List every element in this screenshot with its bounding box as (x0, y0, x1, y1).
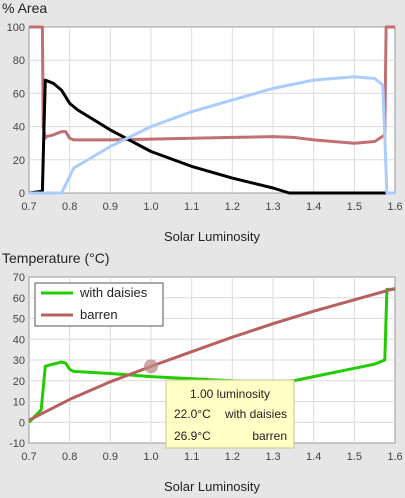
series-line-0 (29, 25, 395, 145)
x-tick-label: 0.7 (21, 451, 36, 463)
y-tick-label: 100 (7, 22, 25, 34)
temperature-x-axis-title: Solar Luminosity (164, 479, 261, 494)
y-tick-label: 10 (13, 397, 25, 409)
legend-label-barren: barren (80, 307, 118, 322)
x-tick-label: 1.4 (306, 201, 321, 213)
y-tick-label: 60 (13, 88, 25, 100)
tooltip-box (165, 379, 295, 449)
y-tick-label: 20 (13, 376, 25, 388)
y-tick-label: 30 (13, 355, 25, 367)
area-chart-title: % Area (2, 0, 47, 16)
y-tick-label: 80 (13, 55, 25, 67)
tooltip-label-with-daisies: with daisies (224, 407, 287, 421)
x-tick-label: 1.1 (184, 451, 199, 463)
tooltip-value-with-daisies: 22.0°C (174, 407, 211, 421)
tooltip-header: 1.00 luminosity (190, 387, 270, 401)
x-tick-label: 1.3 (265, 451, 280, 463)
legend-box (34, 282, 164, 327)
x-tick-label: 1.1 (184, 201, 199, 213)
area-grid (29, 27, 395, 193)
temperature-legend: with daisies barren (34, 282, 164, 327)
y-tick-label: 20 (13, 155, 25, 167)
y-tick-label: 60 (13, 293, 25, 305)
hover-marker[interactable] (144, 359, 158, 374)
x-tick-label: 0.9 (103, 201, 118, 213)
x-tick-label: 1.2 (225, 201, 240, 213)
y-tick-label: 70 (13, 272, 25, 284)
series-line-1 (28, 78, 395, 195)
series-line-2 (29, 75, 395, 195)
series-line-with-daisies (27, 287, 395, 424)
area-series-lines (28, 25, 395, 195)
x-tick-label: 1.2 (225, 451, 240, 463)
y-tick-label: 0 (19, 417, 25, 429)
y-tick-label: -10 (9, 438, 25, 450)
x-tick-label: 0.8 (62, 201, 77, 213)
y-tick-label: 40 (13, 334, 25, 346)
series-line-barren (28, 286, 396, 422)
y-tick-label: 50 (13, 314, 25, 326)
x-tick-label: 0.8 (62, 451, 77, 463)
x-tick-label: 1.4 (306, 451, 321, 463)
tooltip-label-barren: barren (252, 429, 287, 443)
tooltip: 1.00 luminosity 22.0°C with daisies 26.9… (165, 379, 295, 449)
temperature-series-lines (27, 286, 396, 424)
x-tick-label: 1.5 (347, 451, 362, 463)
x-tick-label: 1.6 (387, 451, 402, 463)
temperature-y-ticks: -10 0 10 20 30 40 50 60 70 (9, 272, 25, 450)
legend-label-with-daisies: with daisies (79, 285, 148, 300)
area-x-ticks: 0.7 0.8 0.9 1.0 1.1 1.2 1.3 1.4 1.5 1.6 (21, 201, 402, 213)
x-tick-label: 0.7 (21, 201, 36, 213)
x-tick-label: 1.3 (265, 201, 280, 213)
area-x-axis-title: Solar Luminosity (164, 229, 261, 244)
area-chart-panel: % Area 0 20 40 60 80 100 0.7 0.8 0.9 1.0 1.1 1.2 1.… (2, 0, 403, 244)
x-tick-label: 0.9 (103, 451, 118, 463)
y-tick-label: 0 (19, 188, 25, 200)
x-tick-label: 1.6 (387, 201, 402, 213)
temperature-x-ticks: 0.7 0.8 0.9 1.0 1.1 1.2 1.3 1.4 1.5 1.6 (21, 451, 402, 463)
area-y-ticks: 0 20 40 60 80 100 (7, 22, 25, 200)
temperature-chart-title: Temperature (°C) (2, 250, 110, 266)
x-tick-label: 1.0 (143, 201, 158, 213)
x-tick-label: 1.0 (143, 451, 158, 463)
tooltip-value-barren: 26.9°C (174, 429, 211, 443)
area-plot-background (28, 26, 396, 194)
y-tick-label: 40 (13, 122, 25, 134)
x-tick-label: 1.5 (347, 201, 362, 213)
